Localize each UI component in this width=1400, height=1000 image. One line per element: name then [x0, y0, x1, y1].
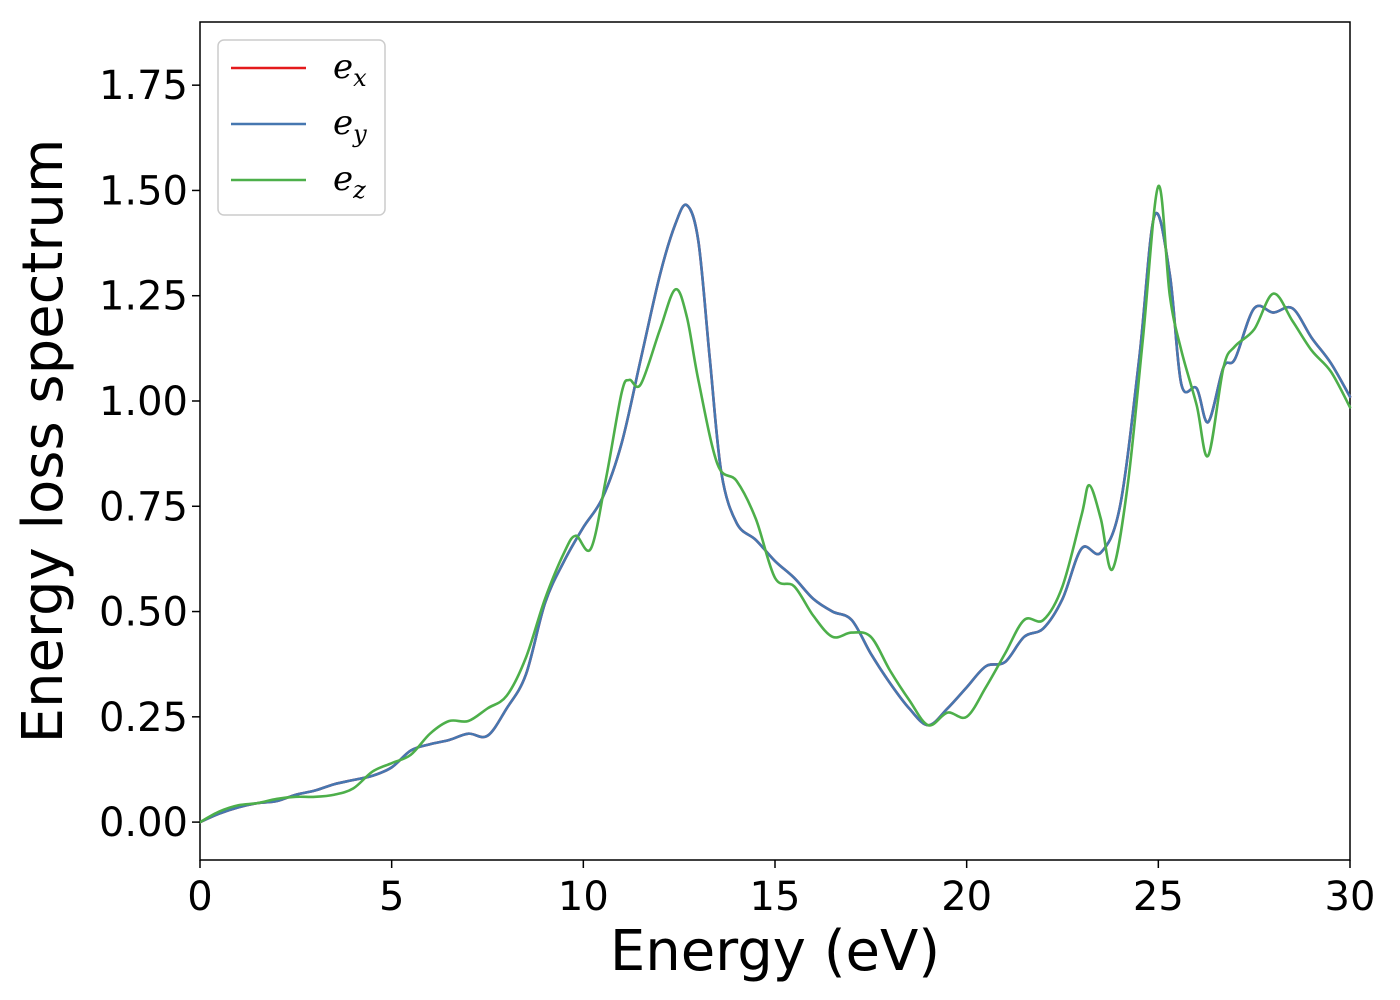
x-axis-label: Energy (eV) — [610, 919, 940, 984]
y-tick-label: 1.00 — [99, 379, 188, 425]
x-tick-label: 10 — [558, 874, 609, 920]
y-tick-label: 0.75 — [99, 484, 188, 530]
x-tick-label: 30 — [1325, 874, 1376, 920]
x-tick-label: 25 — [1133, 874, 1184, 920]
y-tick-label: 1.25 — [99, 274, 188, 320]
y-axis-label: Energy loss spectrum — [11, 139, 76, 744]
plot-area — [198, 21, 1352, 861]
y-tick-label: 0.00 — [99, 800, 188, 846]
legend-label-subscript: y — [352, 120, 367, 148]
y-tick-label: 1.50 — [99, 168, 188, 214]
y-tick-label: 0.25 — [99, 695, 188, 741]
x-tick-label: 0 — [187, 874, 212, 920]
series-line-ey — [198, 203, 1352, 824]
legend-label-subscript: x — [353, 64, 367, 92]
y-axis: 0.00 0.25 0.50 0.75 1.00 1.25 1.50 1.75 — [99, 63, 200, 846]
legend-label: ey — [333, 103, 367, 148]
legend-box — [217, 39, 386, 216]
plot-frame — [199, 21, 1351, 861]
legend-label-base: e — [333, 47, 353, 87]
y-tick-label: 1.75 — [99, 63, 188, 109]
y-tick-label: 0.50 — [99, 590, 188, 636]
legend-label: ex — [333, 47, 367, 92]
x-tick-label: 20 — [941, 874, 992, 920]
x-axis: 0 5 10 15 20 25 30 — [187, 860, 1375, 920]
legend-label-base: e — [333, 103, 353, 143]
legend-label-base: e — [333, 159, 353, 199]
legend-label: ez — [333, 159, 366, 204]
x-tick-label: 5 — [379, 874, 404, 920]
x-tick-label: 15 — [750, 874, 801, 920]
legend-label-subscript: z — [352, 176, 366, 204]
series-line-ez — [198, 184, 1352, 824]
series-layer — [198, 184, 1352, 824]
